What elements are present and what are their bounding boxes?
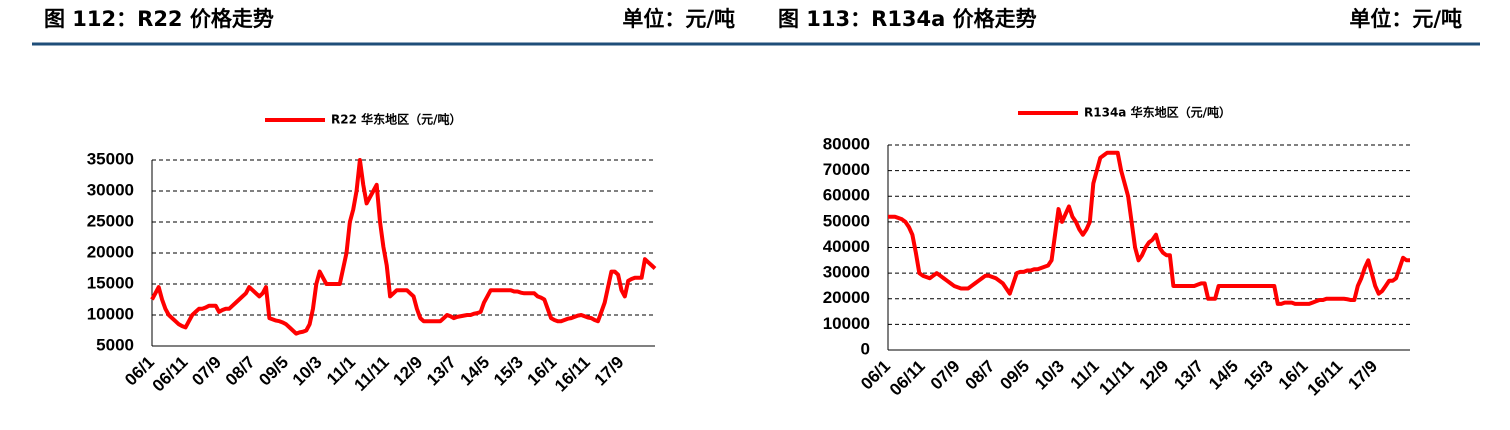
x-tick-label: 10/3 [1031, 357, 1068, 394]
x-tick-label: 14/5 [456, 353, 493, 390]
y-tick-label: 5000 [96, 335, 134, 354]
x-tick-label: 07/9 [927, 357, 964, 394]
y-tick-label: 70000 [823, 160, 870, 179]
x-tick-label: 17/9 [591, 353, 628, 390]
data-line [888, 150, 1410, 306]
chart-title: 图 112：R22 价格走势 [44, 7, 274, 31]
y-tick-label: 30000 [87, 180, 134, 199]
x-tick-label: 08/7 [962, 357, 999, 394]
x-tick-label: 10/3 [289, 353, 326, 390]
x-tick-label: 12/9 [389, 353, 426, 390]
x-tick-label: 09/5 [996, 357, 1033, 394]
unit-label: 单位：元/吨 [1349, 7, 1462, 31]
x-tick-label: 16/11 [551, 353, 594, 396]
x-tick-label: 15/3 [1240, 357, 1277, 394]
x-tick-label: 13/7 [423, 353, 460, 390]
x-tick-label: 06/11 [149, 353, 192, 396]
x-tick-label: 15/3 [490, 353, 527, 390]
x-tick-label: 13/7 [1170, 357, 1207, 394]
x-tick-label: 07/9 [188, 353, 225, 390]
y-tick-label: 0 [861, 339, 870, 358]
y-tick-label: 25000 [87, 211, 134, 230]
data-line [150, 158, 657, 336]
x-tick-label: 14/5 [1205, 357, 1242, 394]
y-tick-label: 40000 [823, 237, 870, 256]
y-tick-label: 60000 [823, 186, 870, 205]
chart-title: 图 113：R134a 价格走势 [778, 7, 1037, 31]
y-tick-label: 20000 [823, 288, 870, 307]
y-tick-label: 50000 [823, 211, 870, 230]
unit-label: 单位：元/吨 [622, 7, 735, 31]
x-tick-label: 06/11 [886, 357, 929, 400]
y-tick-label: 80000 [823, 134, 870, 153]
x-tick-label: 16/11 [1304, 357, 1347, 400]
x-tick-label: 11/11 [351, 353, 393, 395]
y-tick-label: 20000 [87, 242, 134, 261]
x-tick-label: 12/9 [1136, 357, 1173, 394]
legend-label: R134a 华东地区（元/吨） [1084, 105, 1231, 120]
y-tick-label: 10000 [87, 304, 134, 323]
y-tick-label: 35000 [87, 149, 134, 168]
x-tick-label: 17/9 [1344, 357, 1381, 394]
y-tick-label: 10000 [823, 314, 870, 333]
x-tick-label: 09/5 [255, 353, 292, 390]
legend-label: R22 华东地区（元/吨） [331, 112, 462, 127]
x-tick-label: 08/7 [222, 353, 259, 390]
y-tick-label: 15000 [87, 273, 134, 292]
x-tick-label: 11/11 [1095, 357, 1137, 399]
y-tick-label: 30000 [823, 263, 870, 282]
